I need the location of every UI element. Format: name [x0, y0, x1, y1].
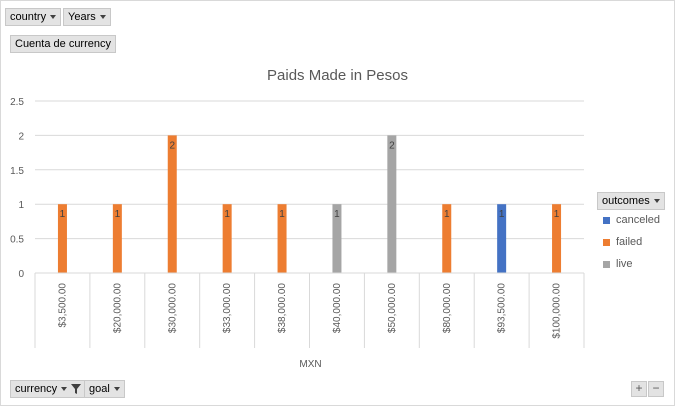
- x-tick-label: $93,500.00: [497, 283, 508, 333]
- data-label: 1: [554, 209, 560, 220]
- x-tick-label: $33,000.00: [222, 283, 233, 333]
- legend-swatch-live: [603, 260, 610, 268]
- x-tick-label: $100,000.00: [552, 283, 563, 339]
- y-tick-label: 0: [18, 269, 24, 280]
- y-tick-label: 1: [18, 200, 24, 211]
- y-tick-label: 2: [18, 131, 24, 142]
- goal-filter-button[interactable]: goal: [84, 380, 125, 398]
- bar-failed-9: [552, 204, 562, 273]
- currency-filter-label: currency: [15, 383, 58, 395]
- chart-title: Paids Made in Pesos: [267, 67, 408, 84]
- chevron-down-icon: [653, 199, 660, 203]
- goal-filter-label: goal: [89, 383, 110, 395]
- country-filter-label: country: [10, 11, 47, 23]
- legend-item-canceled: canceled: [597, 209, 667, 231]
- bar-live-6: [387, 135, 397, 273]
- data-label: 1: [279, 209, 285, 220]
- outcomes-filter-label: outcomes: [602, 195, 650, 207]
- legend-label-live: live: [616, 258, 633, 270]
- x-tick-label: $40,000.00: [332, 283, 343, 333]
- data-label: 1: [499, 209, 505, 220]
- zoom-in-button[interactable]: +: [631, 381, 647, 397]
- filter-icon: [71, 384, 82, 394]
- legend-item-live: live: [597, 253, 667, 275]
- x-tick-label: $38,000.00: [277, 283, 288, 333]
- bar-failed-1: [112, 204, 122, 273]
- chevron-down-icon: [99, 15, 106, 19]
- data-label: 2: [389, 140, 395, 151]
- country-filter-button[interactable]: country: [5, 8, 62, 26]
- y-tick-label: 1.5: [10, 166, 24, 177]
- data-label: 1: [115, 209, 121, 220]
- x-tick-label: $80,000.00: [442, 283, 453, 333]
- x-tick-label: $3,500.00: [57, 283, 68, 328]
- x-tick-label: $50,000.00: [387, 283, 398, 333]
- bar-failed-2: [167, 135, 177, 273]
- x-tick-label: $20,000.00: [112, 283, 123, 333]
- bar-failed-4: [277, 204, 287, 273]
- legend-label-canceled: canceled: [616, 214, 661, 226]
- bar-canceled-8: [497, 204, 507, 273]
- chevron-down-icon: [61, 387, 68, 391]
- data-label: 1: [334, 209, 340, 220]
- data-label: 2: [169, 140, 175, 151]
- chevron-down-icon: [113, 387, 120, 391]
- zoom-out-button[interactable]: −: [648, 381, 664, 397]
- data-label: 1: [444, 209, 450, 220]
- legend-swatch-canceled: [603, 216, 610, 224]
- years-filter-label: Years: [68, 11, 96, 23]
- y-tick-label: 0.5: [10, 235, 24, 246]
- outcomes-filter-button[interactable]: outcomes: [597, 192, 665, 210]
- bar-failed-3: [222, 204, 232, 273]
- y-tick-label: 2.5: [10, 97, 24, 108]
- legend: canceled failed live: [597, 209, 667, 275]
- value-field-label: Cuenta de currency: [15, 38, 111, 50]
- chevron-down-icon: [50, 15, 57, 19]
- legend-label-failed: failed: [616, 236, 643, 248]
- bar-failed-7: [442, 204, 452, 273]
- x-tick-label: $30,000.00: [167, 283, 178, 333]
- x-axis-title: MXN: [299, 359, 321, 370]
- bar-failed-0: [57, 204, 67, 273]
- data-label: 1: [224, 209, 230, 220]
- data-label: 1: [60, 209, 66, 220]
- currency-filter-button[interactable]: currency: [10, 380, 87, 398]
- years-filter-button[interactable]: Years: [63, 8, 111, 26]
- bar-live-5: [332, 204, 342, 273]
- legend-swatch-failed: [603, 238, 610, 246]
- value-field-button[interactable]: Cuenta de currency: [10, 35, 116, 53]
- legend-item-failed: failed: [597, 231, 667, 253]
